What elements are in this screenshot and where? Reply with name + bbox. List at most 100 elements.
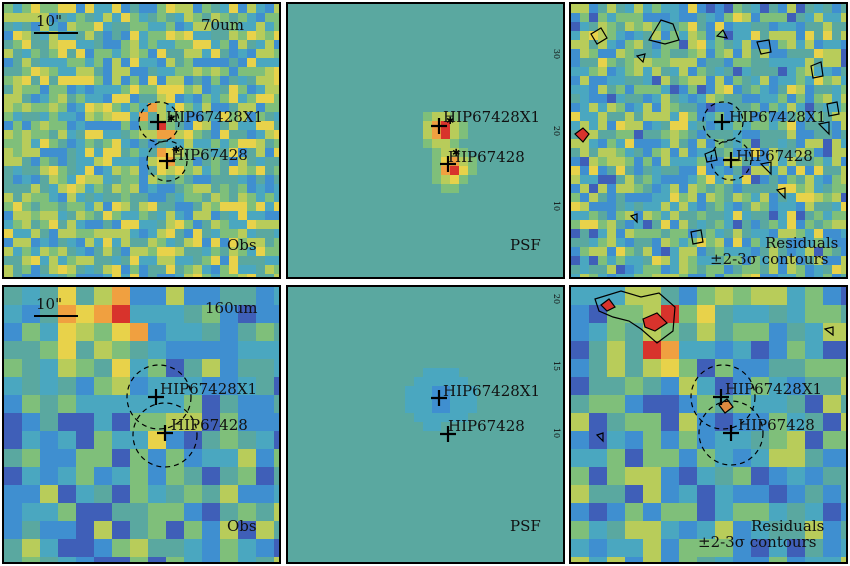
map-pixel [387,467,397,477]
map-pixel [625,40,635,50]
map-pixel [598,94,608,104]
map-pixel [13,4,23,14]
map-pixel [513,287,523,297]
map-pixel [549,67,559,77]
map-pixel [823,413,842,432]
map-pixel [787,413,806,432]
map-pixel [733,247,743,257]
map-pixel [589,13,599,23]
map-pixel [513,296,523,306]
map-pixel [67,175,77,185]
map-pixel [769,166,779,176]
map-pixel [414,512,424,522]
map-pixel [342,512,352,522]
map-pixel [220,377,239,396]
map-pixel [378,530,388,540]
map-pixel [477,112,487,122]
map-pixel [558,229,563,239]
map-pixel [540,323,550,333]
map-pixel [643,220,653,230]
map-pixel [549,76,559,86]
map-pixel [625,211,635,221]
map-pixel [40,121,50,131]
map-pixel [342,238,352,248]
map-pixel [441,458,451,468]
map-pixel [288,103,298,113]
map-pixel [495,512,505,522]
map-pixel [351,193,361,203]
map-pixel [202,377,221,396]
map-pixel [432,530,442,540]
map-pixel [580,121,590,131]
map-pixel [432,67,442,77]
map-pixel [369,31,379,41]
map-pixel [49,76,59,86]
map-pixel [351,67,361,77]
map-pixel [486,148,496,158]
map-pixel [841,76,846,86]
map-pixel [598,31,608,41]
map-pixel [486,395,496,405]
map-pixel [661,76,671,86]
map-pixel [405,31,415,41]
map-pixel [220,4,230,14]
map-pixel [211,31,221,41]
map-pixel [841,265,846,275]
map-pixel [522,94,532,104]
map-pixel [450,521,460,531]
map-pixel [238,274,248,277]
map-pixel [378,341,388,351]
map-pixel [607,94,617,104]
map-pixel [513,386,523,396]
map-pixel [558,202,563,212]
map-pixel [450,476,460,486]
map-pixel [540,58,550,68]
map-pixel [504,256,514,266]
map-pixel [13,202,23,212]
map-pixel [324,314,334,324]
map-pixel [202,323,221,342]
map-pixel [823,521,842,540]
map-pixel [324,49,334,59]
map-pixel [148,67,158,77]
map-pixel [540,103,550,113]
map-pixel [13,94,23,104]
map-pixel [589,557,608,562]
map-pixel [634,103,644,113]
map-pixel [522,256,532,266]
map-pixel [414,229,424,239]
map-pixel [94,49,104,59]
map-pixel [112,121,122,131]
map-pixel [549,13,559,23]
map-pixel [387,521,397,531]
map-pixel [148,229,158,239]
map-pixel [31,256,41,266]
map-pixel [616,202,626,212]
map-pixel [805,503,824,522]
map-pixel [202,202,212,212]
map-pixel [459,368,469,378]
map-pixel [571,40,581,50]
map-pixel [49,139,59,149]
map-pixel [751,175,761,185]
map-pixel [841,166,846,176]
map-pixel [769,359,788,378]
map-pixel [522,359,532,369]
map-pixel [832,67,842,77]
map-pixel [513,368,523,378]
map-pixel [823,256,833,266]
map-pixel [697,377,716,396]
map-pixel [193,76,203,86]
map-pixel [814,166,824,176]
map-pixel [148,485,167,504]
map-pixel [40,94,50,104]
map-pixel [297,323,307,333]
map-pixel [715,305,734,324]
map-pixel [540,485,550,495]
map-pixel [432,494,442,504]
map-pixel [94,76,104,86]
map-pixel [558,4,563,14]
map-pixel [288,287,298,297]
map-pixel [468,76,478,86]
map-pixel [742,103,752,113]
